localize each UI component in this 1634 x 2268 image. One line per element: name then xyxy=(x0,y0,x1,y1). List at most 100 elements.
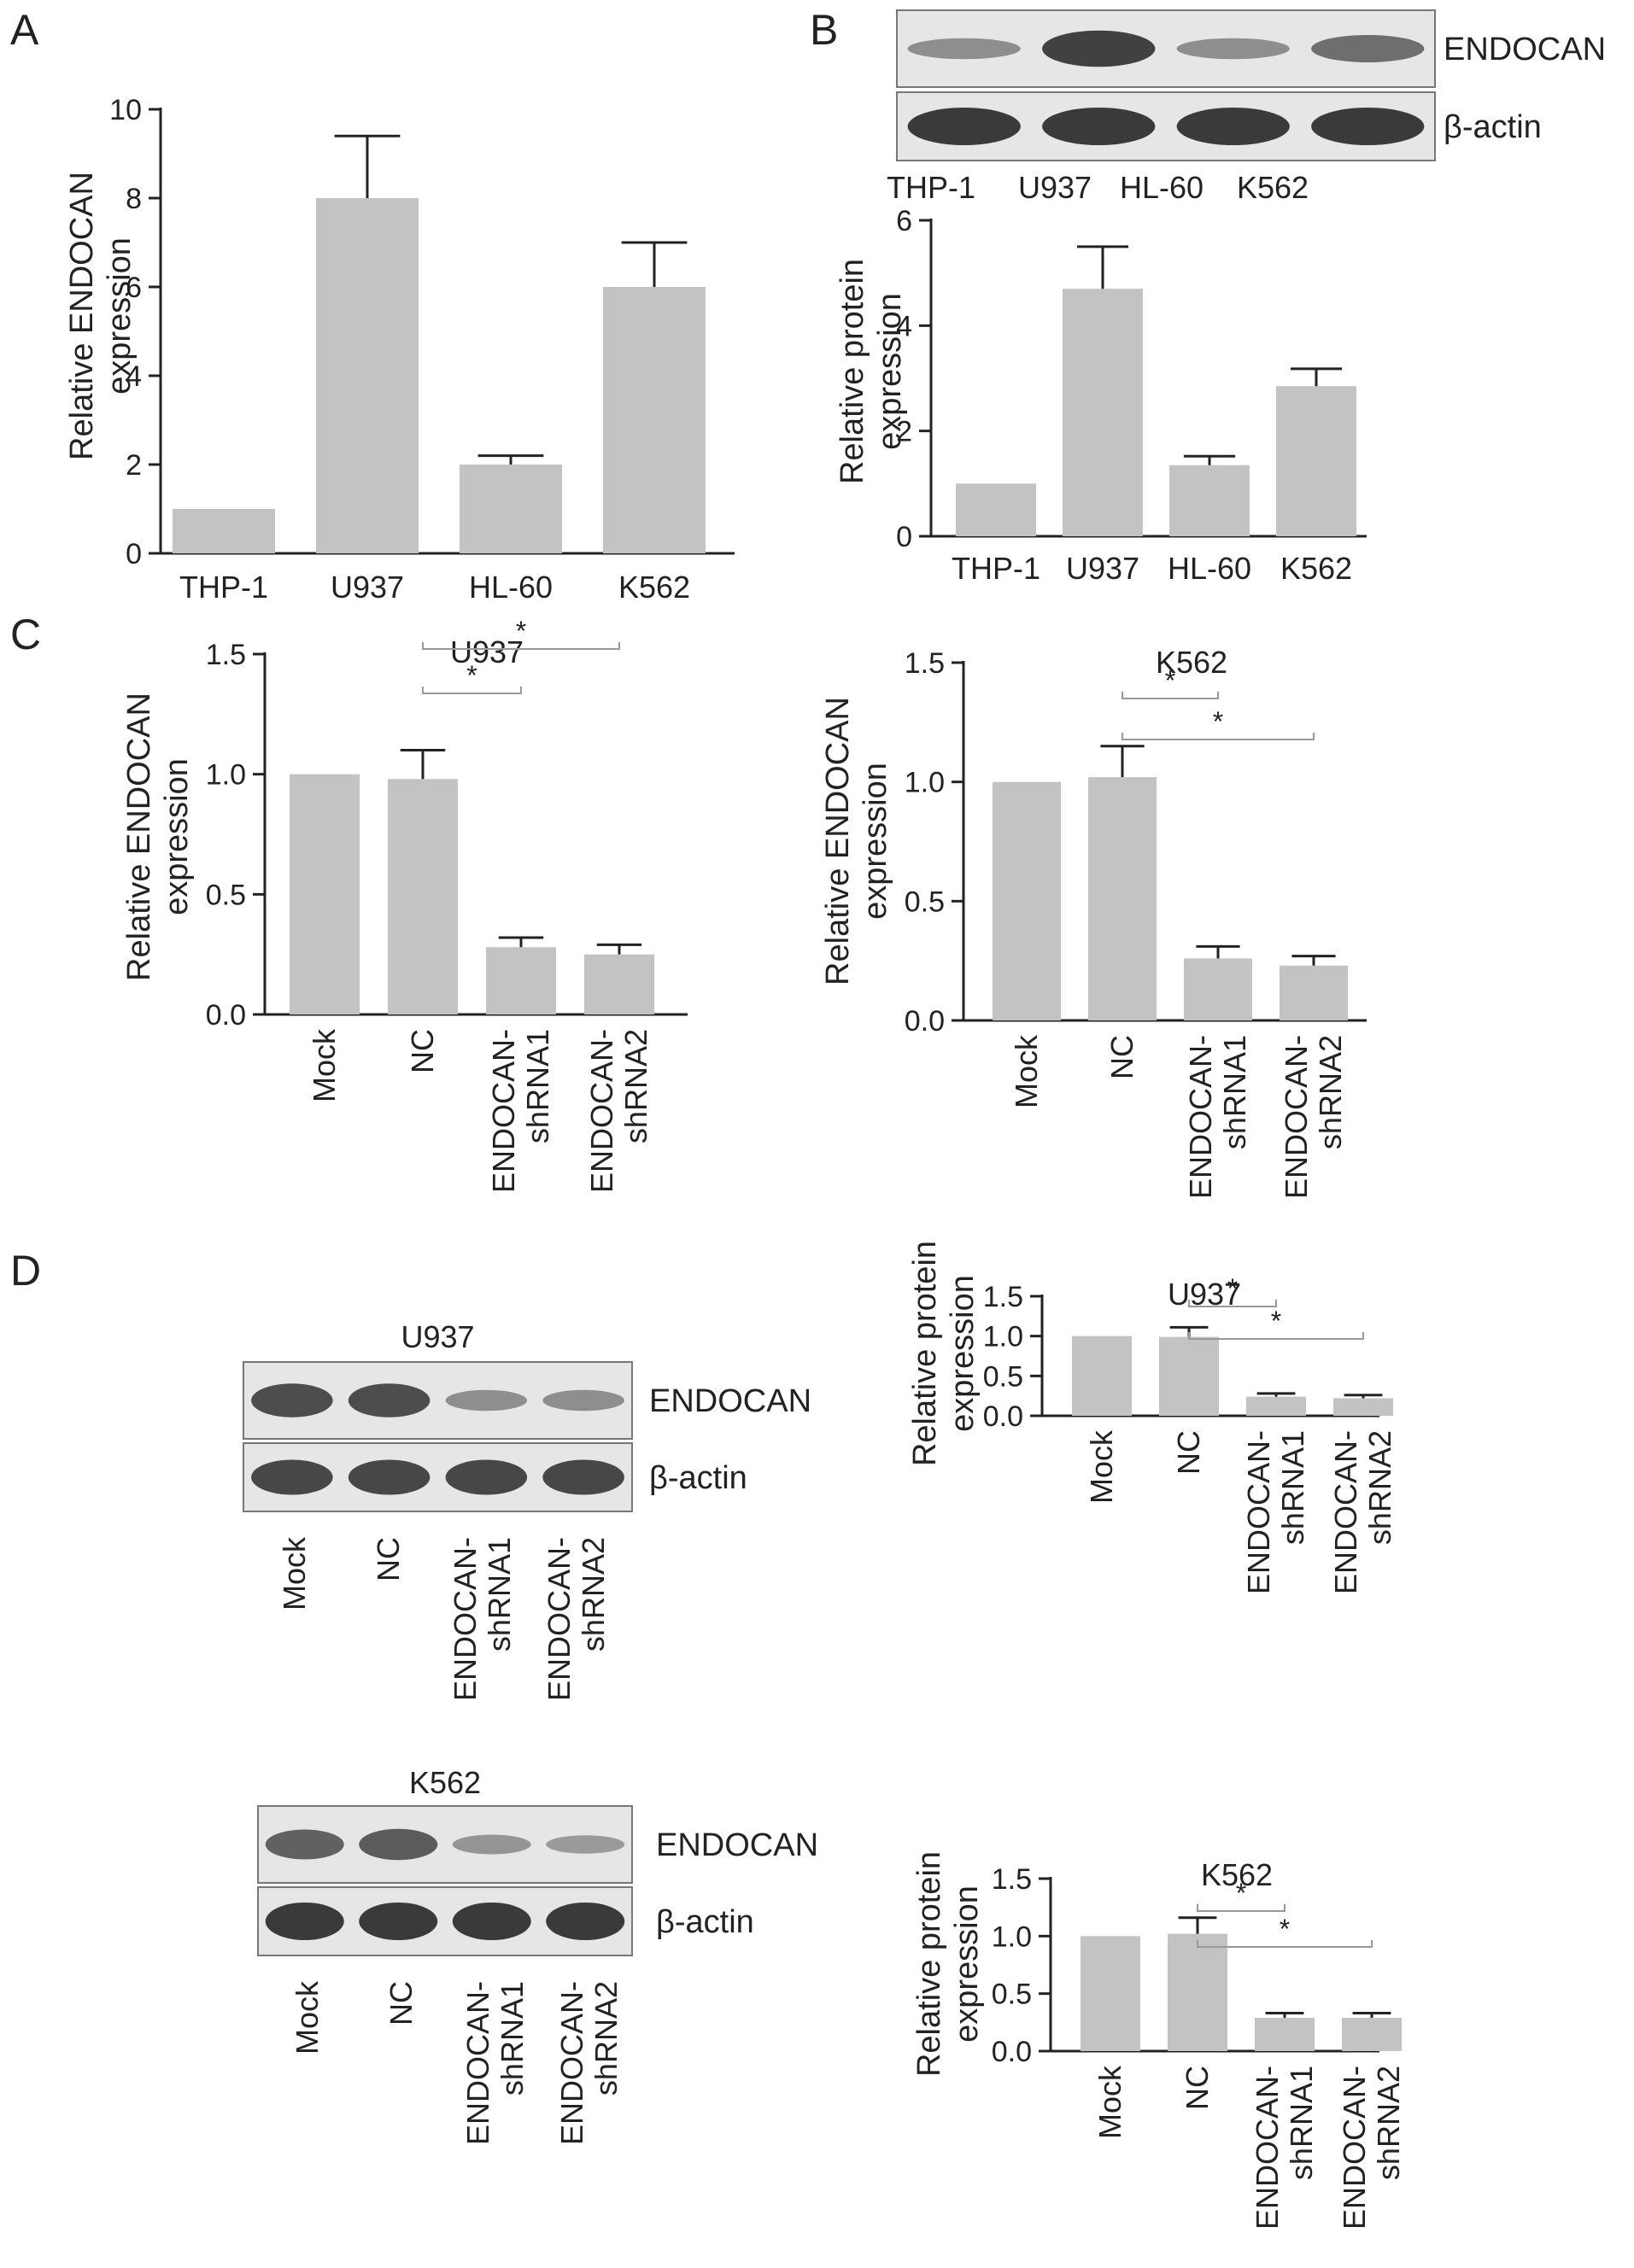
significance-bracket xyxy=(422,642,620,650)
y-tick-label: 1.5 xyxy=(206,639,246,671)
blot-title: K562 xyxy=(409,1765,481,1800)
y-tick-label: 1.0 xyxy=(983,1321,1023,1353)
panel-letter-a: A xyxy=(10,6,39,54)
significance-star: * xyxy=(1227,1273,1238,1304)
chart-title: K562 xyxy=(1201,1857,1273,1892)
significance-star: * xyxy=(466,660,477,691)
x-tick-label: THP-1 xyxy=(179,570,268,605)
panel-letter-d: D xyxy=(10,1247,41,1295)
bar-k562 xyxy=(1276,386,1356,536)
x-tick-label: NC xyxy=(1104,1035,1139,1079)
x-tick-label: ENDOCAN-shRNA1 xyxy=(1241,1430,1310,1594)
lane-label: HL-60 xyxy=(1120,170,1204,205)
significance-star: * xyxy=(1165,665,1175,696)
y-axis-label: Relative proteinexpression xyxy=(907,1241,981,1466)
blot-band xyxy=(348,1383,430,1418)
bar-endocan-shrna2 xyxy=(1333,1398,1393,1416)
x-tick-label: NC xyxy=(405,1029,440,1073)
blot-band xyxy=(907,108,1021,145)
lane-label: ENDOCAN-shRNA2 xyxy=(554,1981,624,2145)
x-tick-label: U937 xyxy=(1066,551,1139,586)
chart-c2: 0.0 0.5 1.0 1.5 Relative ENDOCANexpression K5… xyxy=(820,645,1367,1199)
panel-letter-b: B xyxy=(810,6,838,54)
bar-u937 xyxy=(1063,289,1143,536)
bar-endocan-shrna1 xyxy=(1246,1396,1306,1416)
x-tick-label: ENDOCAN-shRNA2 xyxy=(1279,1035,1348,1199)
bar-mock xyxy=(1081,1936,1140,2051)
chart-title: U937 xyxy=(450,634,524,669)
blot-band xyxy=(1176,108,1290,145)
x-tick-label: NC xyxy=(1180,2066,1215,2110)
western-blot-blotb: ENDOCAN β-actin THP-1 U937 HL-60 K562 xyxy=(887,9,1606,205)
significance-star: * xyxy=(1236,1878,1246,1909)
blot-band xyxy=(359,1828,438,1861)
blot-band xyxy=(251,1383,333,1418)
bar-nc xyxy=(1088,777,1157,1020)
bar-mock xyxy=(993,781,1061,1020)
lane-label: ENDOCAN-shRNA1 xyxy=(460,1981,530,2145)
x-tick-label: K562 xyxy=(1280,551,1352,586)
significance-star: * xyxy=(516,616,526,646)
band-label: ENDOCAN xyxy=(1444,32,1606,67)
x-tick-label: U937 xyxy=(331,570,404,605)
blot-band xyxy=(445,1389,528,1412)
significance-bracket xyxy=(1188,1300,1277,1307)
lane-label: K562 xyxy=(1237,170,1309,205)
blot-band xyxy=(452,1903,531,1940)
x-tick-label: ENDOCAN-shRNA1 xyxy=(1250,2066,1319,2230)
x-tick-label: ENDOCAN-shRNA1 xyxy=(486,1029,555,1193)
y-tick-label: 6 xyxy=(126,272,142,304)
band-label: β-actin xyxy=(1444,109,1542,145)
y-tick-label: 4 xyxy=(126,360,142,393)
blot-band xyxy=(542,1389,624,1412)
blot-title: U937 xyxy=(401,1319,474,1354)
x-tick-label: Mock xyxy=(1092,2065,1127,2139)
significance-bracket xyxy=(1197,1940,1373,1948)
y-tick-label: 2 xyxy=(896,416,912,448)
y-tick-label: 1.5 xyxy=(983,1281,1023,1313)
x-tick-label: ENDOCAN-shRNA2 xyxy=(1337,2066,1406,2230)
bar-endocan-shrna1 xyxy=(1184,958,1252,1020)
blot-band xyxy=(251,1459,333,1495)
y-tick-label: 1.0 xyxy=(206,759,246,792)
bar-hl-60 xyxy=(1169,465,1250,536)
x-tick-label: THP-1 xyxy=(952,551,1040,586)
western-blot-blotd2: K562 ENDOCAN β-actin Mock NC ENDOCAN-shRNA1 EN… xyxy=(257,1765,818,2145)
y-axis-label: Relative ENDOCANexpression xyxy=(64,172,138,460)
y-tick-label: 0.5 xyxy=(206,879,246,911)
significance-star: * xyxy=(1213,706,1223,737)
y-tick-label: 10 xyxy=(109,94,142,126)
x-tick-label: NC xyxy=(1171,1430,1206,1475)
y-tick-label: 1.0 xyxy=(992,1920,1032,1953)
bar-endocan-shrna2 xyxy=(1342,2017,1402,2051)
significance-bracket xyxy=(1188,1332,1364,1340)
y-tick-label: 0 xyxy=(896,521,912,553)
bar-hl-60 xyxy=(460,465,562,553)
y-tick-label: 0.5 xyxy=(905,886,945,918)
x-tick-label: HL-60 xyxy=(1168,551,1251,586)
bar-endocan-shrna1 xyxy=(486,947,556,1014)
blot-band xyxy=(445,1459,528,1495)
bar-endocan-shrna2 xyxy=(1280,965,1348,1020)
chart-b: 0 2 4 6 Relative proteinexpression THP-1 U937 H… xyxy=(835,205,1367,586)
bar-nc xyxy=(1168,1933,1227,2051)
blot-band xyxy=(265,1903,344,1940)
panel-letter-c: C xyxy=(10,611,41,658)
y-axis-label: Relative proteinexpression xyxy=(911,1851,985,2077)
y-tick-label: 0.5 xyxy=(992,1979,1032,2011)
bar-k562 xyxy=(603,287,706,553)
y-tick-label: 0.0 xyxy=(905,1005,945,1038)
lane-label: THP-1 xyxy=(887,170,975,205)
bar-nc xyxy=(388,779,458,1014)
band-label: ENDOCAN xyxy=(656,1827,818,1863)
lane-label: ENDOCAN-shRNA1 xyxy=(448,1537,517,1701)
blot-band xyxy=(542,1459,624,1495)
y-tick-label: 0.0 xyxy=(206,999,246,1032)
lane-label: Mock xyxy=(290,1980,325,2055)
bar-thp-1 xyxy=(173,509,275,553)
x-tick-label: ENDOCAN-shRNA2 xyxy=(584,1029,653,1193)
significance-bracket xyxy=(1122,692,1219,699)
x-tick-label: Mock xyxy=(1084,1429,1119,1504)
y-tick-label: 0 xyxy=(126,538,142,570)
